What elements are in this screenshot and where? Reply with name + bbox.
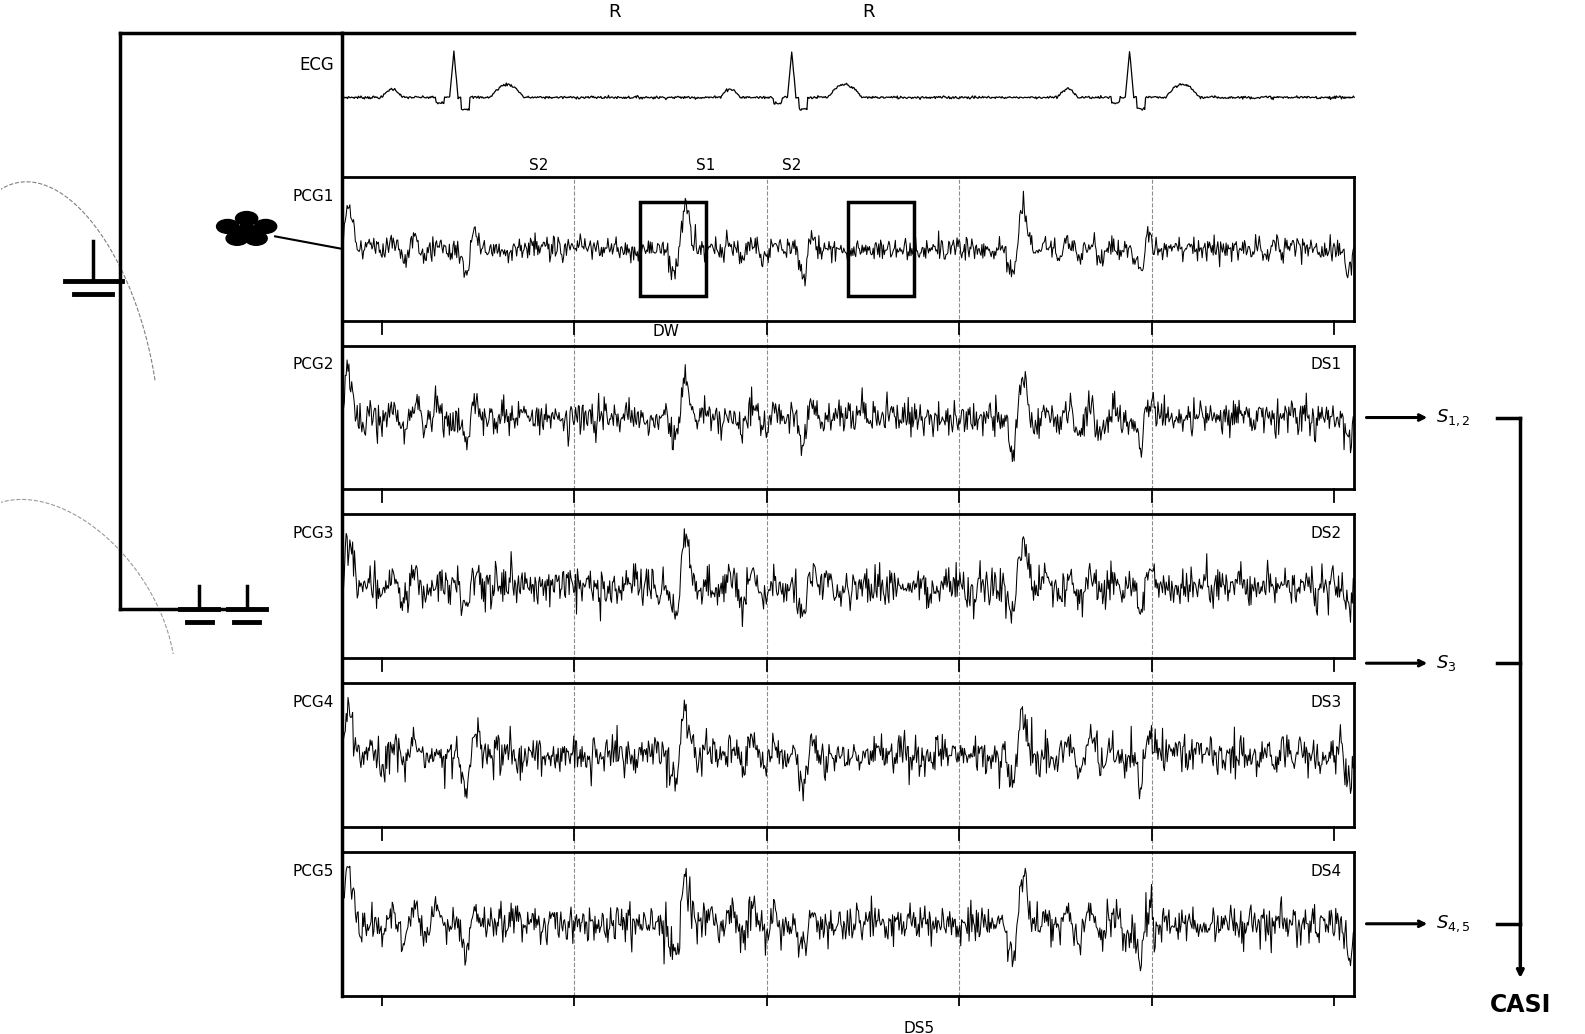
Bar xyxy=(640,202,705,296)
Text: DS4: DS4 xyxy=(1311,863,1341,879)
Text: DS2: DS2 xyxy=(1311,526,1341,541)
Circle shape xyxy=(236,224,258,239)
Circle shape xyxy=(236,212,258,225)
Circle shape xyxy=(217,219,239,234)
Text: DS5: DS5 xyxy=(903,1021,934,1034)
Circle shape xyxy=(227,232,249,245)
Text: PCG4: PCG4 xyxy=(292,695,334,710)
Text: PCG2: PCG2 xyxy=(292,358,334,372)
Text: PCG5: PCG5 xyxy=(292,863,334,879)
Bar xyxy=(848,202,913,296)
Circle shape xyxy=(255,219,277,234)
Text: DS1: DS1 xyxy=(1311,358,1341,372)
Text: R: R xyxy=(609,3,621,21)
Text: S1: S1 xyxy=(696,158,716,173)
Text: PCG3: PCG3 xyxy=(292,526,334,541)
Text: PCG1: PCG1 xyxy=(292,189,334,204)
Text: CASI: CASI xyxy=(1490,993,1552,1016)
Circle shape xyxy=(246,232,268,245)
Text: $S_{4,5}$: $S_{4,5}$ xyxy=(1436,913,1471,934)
Text: R: R xyxy=(862,3,875,21)
Text: $S_{1,2}$: $S_{1,2}$ xyxy=(1436,407,1471,428)
Text: ECG: ECG xyxy=(300,56,334,73)
Text: DW: DW xyxy=(651,324,678,339)
Text: S2: S2 xyxy=(783,158,802,173)
Text: S2: S2 xyxy=(529,158,548,173)
Text: DS3: DS3 xyxy=(1311,695,1341,710)
Text: $S_3$: $S_3$ xyxy=(1436,653,1457,673)
